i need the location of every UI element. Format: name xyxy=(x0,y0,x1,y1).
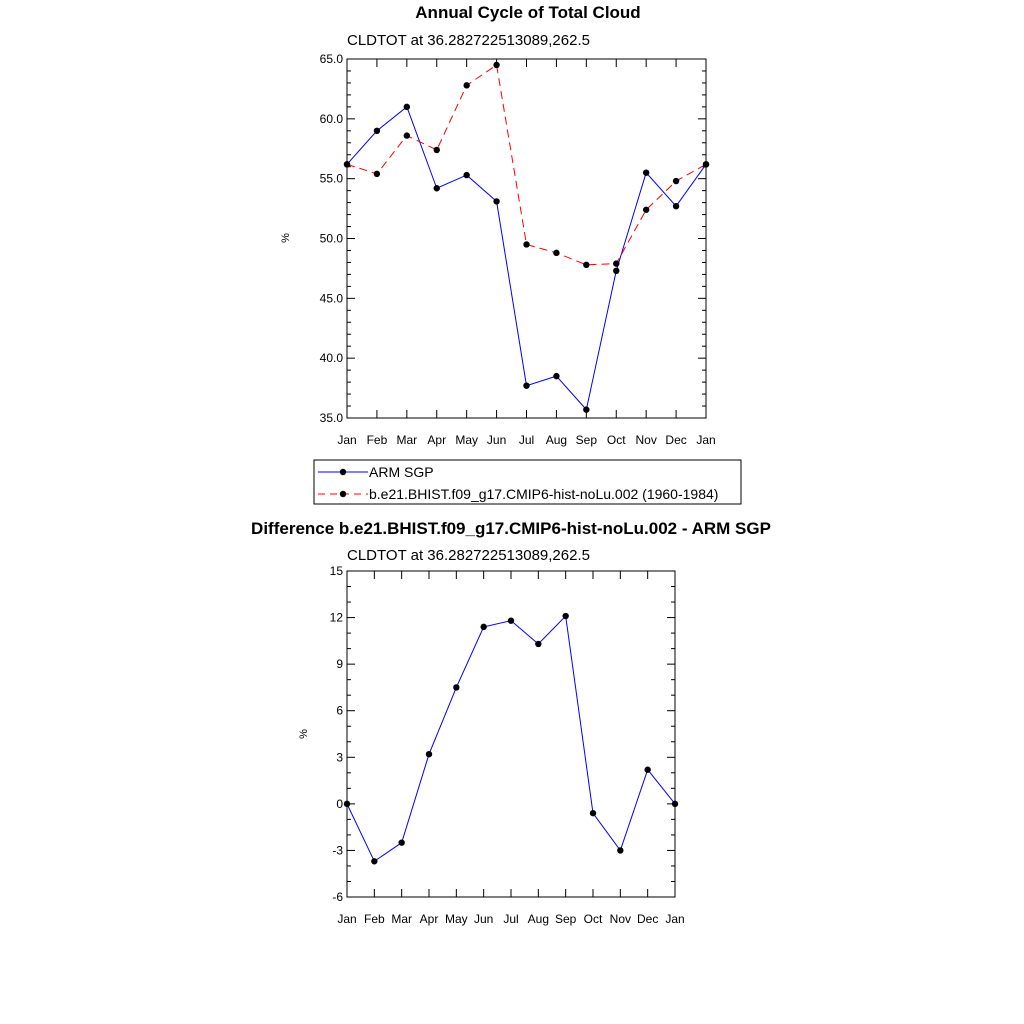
chart1-xtick-label: Aug xyxy=(546,433,567,447)
chart2-xtick-label: Jan xyxy=(665,912,684,926)
chart1-series-1-point xyxy=(403,132,411,139)
chart2-xtick-label: Feb xyxy=(364,912,385,926)
chart2-series-0-point xyxy=(671,800,679,808)
chart1-series-0-point xyxy=(672,202,680,210)
chart1-legend: ARM SGP b.e21.BHIST.f09_g17.CMIP6-hist-n… xyxy=(313,459,742,505)
chart2-series-0-point xyxy=(343,800,351,808)
chart1-series-1-point xyxy=(702,161,710,168)
chart1-series-line-0 xyxy=(346,106,707,411)
chart2-xtick-label: May xyxy=(445,912,468,926)
chart1-xtick-label: Dec xyxy=(665,433,686,447)
chart1-series-1-point xyxy=(642,206,650,213)
chart1-series-0-point xyxy=(403,103,411,111)
chart2-series-0-point xyxy=(535,640,542,648)
chart1-series-1-point xyxy=(613,260,620,267)
chart2-xtick-label: Dec xyxy=(637,912,658,926)
chart1-ytick-label: 55.0 xyxy=(320,172,344,186)
chart2-xtick-label: Aug xyxy=(528,912,549,926)
chart2-series-0-point xyxy=(453,684,460,691)
legend-obs-marker xyxy=(339,468,347,476)
chart1-subtitle: CLDTOT at 36.282722513089,262.5 xyxy=(347,32,590,49)
chart1-series-1-point xyxy=(343,161,351,168)
chart1-ytick-label: 60.0 xyxy=(320,112,344,126)
chart2-xtick-label: Sep xyxy=(555,912,577,926)
chart1-series-1-point xyxy=(433,146,440,154)
chart1-xtick-label: Apr xyxy=(427,433,446,447)
chart2-xtick-label: Nov xyxy=(610,912,631,926)
chart2-series-0-point xyxy=(589,809,597,817)
chart2-ytick-label: 12 xyxy=(330,611,344,625)
chart2-series-0-point xyxy=(562,612,569,620)
chart1-series-1-point xyxy=(523,241,530,248)
chart1-series-0-point xyxy=(583,406,590,413)
chart2-series-line-0 xyxy=(346,614,676,863)
chart1-ytick-label: 40.0 xyxy=(320,351,344,365)
chart1-ylabel: % xyxy=(280,233,292,243)
legend-obs-label: ARM SGP xyxy=(369,464,434,480)
chart2-series-0-point xyxy=(480,623,487,631)
chart1-series-1-point xyxy=(373,170,381,178)
chart1-ytick-label: 50.0 xyxy=(320,232,344,246)
chart1-ytick-label: 65.0 xyxy=(320,52,344,66)
legend-model-label: b.e21.BHIST.f09_g17.CMIP6-hist-noLu.002 … xyxy=(369,486,718,502)
chart1-xtick-label: Sep xyxy=(576,433,598,447)
chart1-xtick-label: Jul xyxy=(519,433,534,447)
chart1-series-1-point xyxy=(583,261,590,269)
chart2-series-0-point xyxy=(617,847,624,854)
chart2-xtick-label: Mar xyxy=(391,912,412,926)
chart1-series-1-point xyxy=(493,61,500,69)
chart1-series-0-point xyxy=(523,382,530,389)
chart2-ylabel: % xyxy=(298,729,310,739)
chart1-series-0-point xyxy=(613,267,620,275)
legend-model-marker xyxy=(339,490,347,498)
chart1-series-1-point xyxy=(672,177,680,185)
chart2-ytick-label: 15 xyxy=(330,564,344,578)
chart1-title: Annual Cycle of Total Cloud xyxy=(415,3,640,22)
chart2-plot: Jan Feb Mar Apr May Jun Jul Aug Sep Oct Nov Dec Jan -… xyxy=(298,564,685,926)
chart1-ytick-label: 35.0 xyxy=(320,411,344,425)
chart2-xtick-label: Apr xyxy=(420,912,439,926)
chart1-series-0-point xyxy=(373,127,381,134)
chart1-xtick-label: Jan xyxy=(696,433,715,447)
chart2-ytick-label: 6 xyxy=(336,704,343,718)
chart2-xtick-label: Jul xyxy=(503,912,518,926)
chart1-ytick-label: 45.0 xyxy=(320,291,344,305)
chart1-series-1-point xyxy=(463,82,470,89)
chart1-xtick-label: May xyxy=(455,433,478,447)
chart2-xtick-label: Jun xyxy=(474,912,493,926)
chart2-xtick-label: Oct xyxy=(584,912,603,926)
chart2-subtitle: CLDTOT at 36.282722513089,262.5 xyxy=(347,547,590,564)
chart1-series-0-point xyxy=(642,169,650,176)
chart1-xtick-label: Oct xyxy=(607,433,626,447)
chart2-series-0-point xyxy=(644,766,651,773)
legend-box xyxy=(313,459,742,505)
chart1-series-0-point xyxy=(463,171,470,179)
chart1-xtick-label: Jun xyxy=(487,433,506,447)
chart1-xtick-label: Nov xyxy=(635,433,656,447)
chart1-series-0-point xyxy=(553,372,560,380)
chart2-ytick-label: 0 xyxy=(336,797,343,811)
chart1-xtick-label: Mar xyxy=(396,433,417,447)
chart1-series-line-1 xyxy=(346,64,707,266)
chart1-frame xyxy=(346,58,707,419)
chart2-series-0-point xyxy=(507,617,515,624)
chart1-xtick-label: Feb xyxy=(367,433,388,447)
chart1-series-0-point xyxy=(433,185,440,192)
chart2-series-0-point xyxy=(371,858,378,865)
chart1-plot: Jan Feb Mar Apr May Jun Jul Aug Sep Oct Nov Dec Jan 3… xyxy=(280,52,716,447)
chart1-series-0-point xyxy=(493,198,500,205)
chart1-series-1-point xyxy=(553,249,560,257)
chart2-series-0-point xyxy=(398,839,405,846)
chart2-ytick-label: -3 xyxy=(332,843,343,857)
chart2-series-0-point xyxy=(425,750,433,758)
chart2-xtick-label: Jan xyxy=(337,912,356,926)
chart1-xtick-label: Jan xyxy=(337,433,356,447)
chart2-title: Difference b.e21.BHIST.f09_g17.CMIP6-his… xyxy=(251,519,771,538)
chart2-ytick-label: 9 xyxy=(336,657,343,671)
chart2-ytick-label: -6 xyxy=(332,890,343,904)
chart2-ytick-label: 3 xyxy=(336,750,343,764)
